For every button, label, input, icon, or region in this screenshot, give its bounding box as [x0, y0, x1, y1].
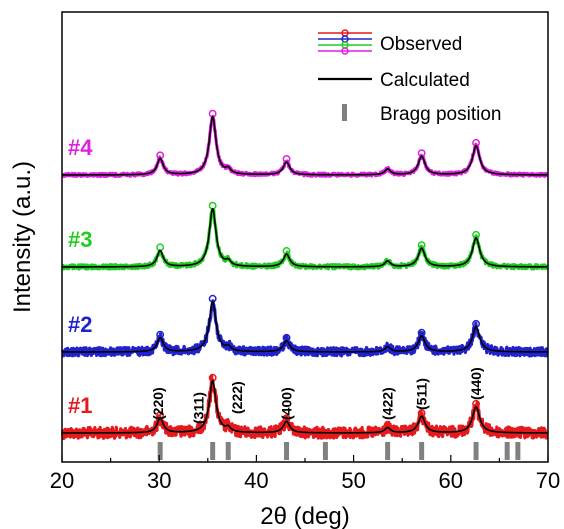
x-tick-label: 30 [147, 468, 171, 493]
bragg-markers [157, 442, 521, 460]
legend: Observed Calculated Bragg position [318, 29, 501, 125]
bragg-marker [504, 442, 510, 460]
x-ticks: 20 30 40 50 60 70 [50, 455, 560, 493]
bragg-marker [225, 442, 231, 460]
sample-label-2: #2 [68, 312, 92, 337]
trace-sample-1 [60, 373, 549, 440]
x-tick-label: 20 [50, 468, 74, 493]
bragg-marker [515, 442, 521, 460]
sample-label-3: #3 [68, 227, 92, 252]
trace-sample-4 [61, 109, 549, 179]
hkl-label: (311) [191, 392, 207, 424]
bragg-marker [157, 442, 163, 460]
hkl-label: (220) [150, 387, 166, 420]
bragg-marker [322, 442, 328, 460]
observed-point [208, 201, 217, 210]
x-tick-label: 40 [244, 468, 268, 493]
sample-label-1: #1 [68, 393, 92, 418]
bragg-marker [284, 442, 290, 460]
calculated-series-2 [62, 300, 548, 353]
trace-sample-3 [60, 201, 549, 271]
hkl-label: (222) [229, 381, 245, 414]
legend-bragg-swatch [342, 104, 347, 121]
legend-bragg-label: Bragg position [380, 104, 501, 125]
hkl-label: (400) [279, 387, 295, 420]
x-tick-label: 50 [341, 468, 365, 493]
traces-layer [60, 109, 549, 440]
hkl-label: (511) [414, 378, 430, 410]
bragg-marker [473, 442, 479, 460]
bragg-marker [385, 442, 391, 460]
sample-label-4: #4 [68, 135, 93, 160]
x-tick-label: 70 [536, 468, 560, 493]
bragg-marker [419, 442, 425, 460]
hkl-label: (440) [468, 367, 484, 400]
trace-sample-2 [60, 294, 549, 358]
legend-calculated-label: Calculated [380, 70, 470, 91]
calculated-series-4 [62, 115, 548, 176]
legend-observed-swatch [318, 29, 372, 55]
sample-labels: #1 #2 #3 #4 [68, 135, 93, 418]
x-axis-title: 2θ (deg) [260, 503, 349, 529]
y-axis-title: Intensity (a.u.) [9, 161, 36, 313]
calculated-series-3 [62, 207, 548, 268]
legend-observed-label: Observed [380, 34, 462, 55]
bragg-marker [210, 442, 216, 460]
hkl-labels: (220) (311) (222) (400) (422) (511) (440) [150, 367, 484, 424]
x-tick-label: 60 [439, 468, 463, 493]
hkl-label: (422) [380, 387, 396, 420]
calculated-series-1 [62, 379, 548, 434]
